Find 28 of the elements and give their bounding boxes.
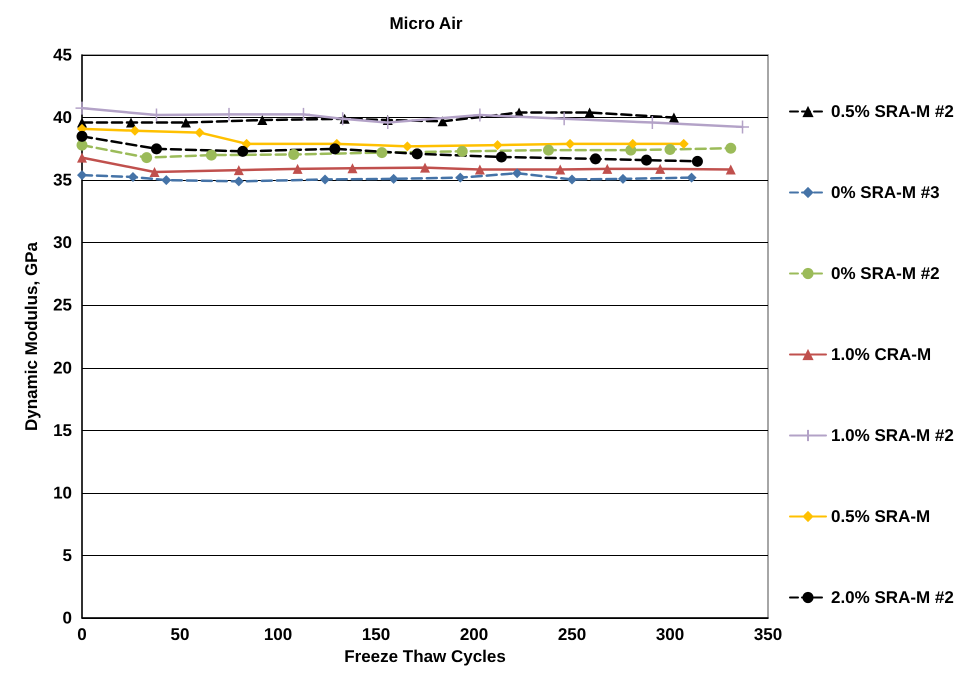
y-tick-label: 10 xyxy=(53,483,72,502)
x-tick-label: 300 xyxy=(656,625,684,644)
legend-label: 0.5% SRA-M xyxy=(831,507,930,526)
legend-label: 2.0% SRA-M #2 xyxy=(831,588,954,607)
chart-title: Micro Air xyxy=(389,14,463,33)
x-tick-label: 50 xyxy=(170,625,190,644)
legend-label: 0% SRA-M #2 xyxy=(831,264,940,283)
x-tick-label: 200 xyxy=(460,625,488,644)
x-axis-title: Freeze Thaw Cycles xyxy=(344,647,506,666)
legend-label: 0.5% SRA-M #2 xyxy=(831,102,954,121)
x-tick-label: 150 xyxy=(362,625,390,644)
y-tick-label: 35 xyxy=(53,170,72,190)
legend-label: 0% SRA-M #3 xyxy=(831,183,940,202)
y-tick-label: 45 xyxy=(53,46,72,64)
legend-label: 1.0% CRA-M xyxy=(831,345,932,364)
y-axis-title: Dynamic Modulus, GPa xyxy=(22,242,41,431)
legend-label: 1.0% SRA-M #2 xyxy=(831,426,954,445)
y-tick-label: 30 xyxy=(53,233,72,252)
x-tick-label: 100 xyxy=(264,625,292,644)
x-tick-label: 350 xyxy=(754,625,782,644)
y-tick-label: 25 xyxy=(53,296,72,315)
y-tick-label: 5 xyxy=(62,546,72,565)
x-tick-label: 250 xyxy=(558,625,586,644)
y-tick-label: 15 xyxy=(53,420,72,440)
y-tick-label: 0 xyxy=(62,608,72,628)
y-tick-label: 20 xyxy=(53,358,72,378)
x-tick-label: 0 xyxy=(77,625,87,644)
y-tick-label: 40 xyxy=(53,108,72,128)
